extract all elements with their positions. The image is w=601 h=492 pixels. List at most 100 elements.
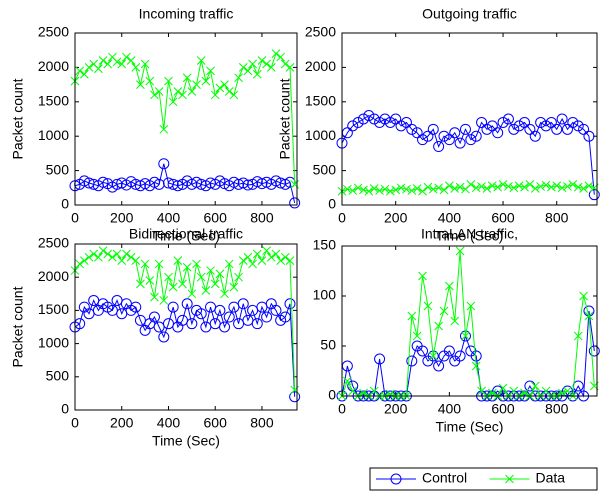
axes-box [341,32,598,206]
marker [385,389,395,399]
marker [343,376,352,386]
marker [374,353,386,365]
marker [270,175,282,187]
x-tick-label: 200 [384,401,408,417]
marker [103,249,113,259]
marker [98,56,108,65]
marker [411,127,423,139]
marker [568,180,578,189]
marker [384,116,396,128]
marker [136,80,145,89]
marker [396,183,406,193]
marker [131,256,141,265]
marker [178,90,187,100]
marker [482,184,492,193]
series [70,49,300,189]
legend-symbol [390,473,402,485]
marker [112,249,122,259]
marker [172,180,184,192]
marker [513,120,525,132]
series [70,246,300,395]
legend [369,467,598,491]
y-tick-label: 1500 [38,301,69,317]
marker [181,298,193,310]
marker [130,301,142,313]
marker [164,272,173,282]
marker [220,80,229,89]
y-tick-label: 2000 [38,58,69,74]
x-tick-label: 600 [491,401,515,417]
marker [266,252,276,262]
marker [158,331,170,343]
marker [433,360,445,372]
legend-label: Control [422,470,467,486]
marker [561,123,573,135]
marker [375,186,384,195]
y-axis-label: Packet count [10,78,26,159]
marker [234,272,243,282]
y-tick-label: 2500 [305,24,336,40]
marker [471,361,481,371]
marker [206,66,215,76]
y-tick-label: 150 [313,237,337,253]
marker [167,301,179,313]
marker [229,282,239,292]
marker [167,178,179,190]
marker [150,292,159,302]
marker [122,52,131,62]
x-tick-label: 800 [250,210,274,226]
x-tick-label: 0 [338,210,346,226]
marker [364,186,374,196]
marker [459,123,471,135]
marker [112,57,122,67]
marker [252,249,262,259]
marker [445,181,454,191]
marker [276,256,285,265]
y-tick-label: 0 [328,196,336,212]
marker [140,259,150,269]
marker [220,289,229,299]
marker [98,246,108,255]
x-tick-label: 400 [157,210,181,226]
marker [251,318,263,330]
y-tick-label: 1000 [38,127,69,143]
x-tick-label: 800 [250,415,274,431]
marker [439,185,449,195]
marker [248,259,257,269]
marker [219,321,231,333]
marker [210,90,220,100]
marker [84,63,94,72]
marker [145,276,155,285]
marker [530,184,540,193]
x-tick-label: 0 [71,210,79,226]
marker [279,311,291,323]
marker [224,87,234,96]
marker [572,120,584,132]
marker [215,83,225,93]
marker [117,59,127,69]
marker [412,331,422,341]
marker [182,262,192,272]
marker [94,64,103,74]
marker [400,116,412,128]
marker [461,331,470,341]
marker [279,178,291,190]
marker [423,182,433,192]
marker [243,66,253,76]
y-tick-label: 500 [313,161,337,177]
y-tick-label: 2000 [305,58,336,74]
marker [353,183,363,193]
x-tick-label: 0 [338,401,346,417]
x-tick-label: 800 [545,210,569,226]
y-tick-label: 500 [46,368,70,384]
marker [530,381,540,391]
marker [126,56,136,65]
x-tick-label: 200 [110,210,134,226]
marker [454,137,466,149]
chart-title: Incoming traffic [139,6,234,22]
marker [588,345,600,357]
marker [261,311,273,323]
marker [417,134,429,146]
marker [150,90,159,100]
series [69,158,301,209]
